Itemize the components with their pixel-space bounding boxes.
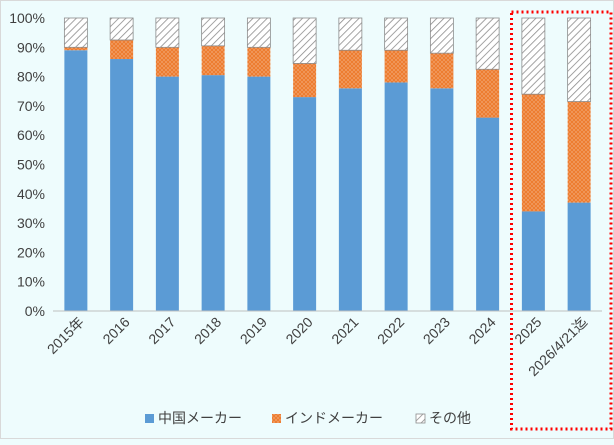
y-axis: 0% 10% 20% 30% 40% 50% 60% 70% 80% 90% 100%: [9, 10, 45, 319]
bar-segment-india: [110, 39, 134, 60]
bar-segment-china: [384, 82, 408, 312]
x-tick-label: 2020: [282, 314, 315, 347]
bar-segment-china: [201, 75, 225, 311]
bar-segment-china: [155, 76, 179, 311]
bar-segment-india: [201, 45, 225, 76]
legend-swatch: [415, 413, 426, 424]
bar-segment-other: [155, 17, 180, 48]
y-tick-label: 70%: [17, 98, 45, 114]
x-axis: 2015年 2016 2017 2018 2019 2020 2021 2022 2023 202…: [44, 310, 602, 379]
bar-segment-other: [475, 17, 500, 70]
y-tick-label: 0%: [25, 303, 45, 319]
y-tick-label: 50%: [17, 157, 45, 173]
bar-segment-india: [293, 63, 317, 98]
bar-segment-other: [567, 17, 592, 102]
bar-segment-other: [521, 17, 546, 95]
y-tick-label: 90%: [17, 39, 45, 55]
y-tick-label: 10%: [17, 274, 45, 290]
bar-segment-china: [247, 76, 271, 311]
highlight-rect: [510, 10, 613, 431]
x-tick-label: 2023: [420, 314, 453, 347]
bar-segment-other: [109, 17, 134, 41]
bar-segment-india: [64, 47, 88, 51]
x-tick-label: 2017: [145, 314, 178, 347]
highlight-box: [510, 10, 613, 431]
y-tick-label: 100%: [9, 10, 45, 26]
y-tick-label: 40%: [17, 186, 45, 202]
x-tick-label: 2019: [237, 314, 270, 347]
y-tick-label: 60%: [17, 127, 45, 143]
x-tick-label: 2015年: [44, 314, 87, 357]
bar-segment-china: [521, 211, 545, 311]
bar-segment-other: [429, 17, 454, 54]
legend-swatch: [272, 414, 281, 423]
y-tick-label: 20%: [17, 244, 45, 260]
legend: 中国メーカー インドメーカー その他: [145, 410, 471, 426]
bar-segment-other: [292, 17, 317, 64]
bar-segment-china: [567, 202, 591, 311]
bar-segment-india: [247, 47, 271, 77]
legend-label: 中国メーカー: [158, 410, 242, 426]
bar-segment-other: [63, 17, 88, 48]
x-tick-label: 2025: [511, 314, 544, 347]
x-tick-label: 2016: [99, 314, 132, 347]
bar-segment-china: [338, 88, 362, 311]
y-tick-label: 30%: [17, 215, 45, 231]
bar-segment-china: [110, 59, 134, 311]
bar-segment-india: [430, 53, 454, 89]
bar-segment-india: [384, 50, 408, 83]
legend-swatch: [145, 414, 154, 423]
bars: [63, 17, 592, 312]
x-tick-label: 2022: [374, 314, 407, 347]
bar-segment-other: [338, 17, 363, 51]
legend-label: その他: [429, 410, 471, 426]
bar-segment-india: [155, 47, 179, 77]
legend-label: インドメーカー: [285, 410, 383, 426]
bar-segment-china: [476, 117, 500, 312]
bar-segment-india: [338, 50, 362, 89]
bar-segment-other: [384, 17, 409, 51]
y-tick-label: 80%: [17, 69, 45, 85]
bar-segment-china: [64, 50, 88, 311]
bar-segment-china: [293, 97, 317, 311]
x-tick-label: 2018: [191, 314, 224, 347]
bar-segment-other: [201, 17, 226, 47]
bar-segment-india: [567, 101, 591, 203]
bar-segment-india: [476, 69, 500, 118]
bar-segment-china: [430, 88, 454, 311]
x-tick-label: 2024: [465, 314, 498, 347]
x-tick-label: 2021: [328, 314, 361, 347]
bar-segment-other: [246, 17, 271, 48]
bar-segment-india: [521, 94, 545, 212]
